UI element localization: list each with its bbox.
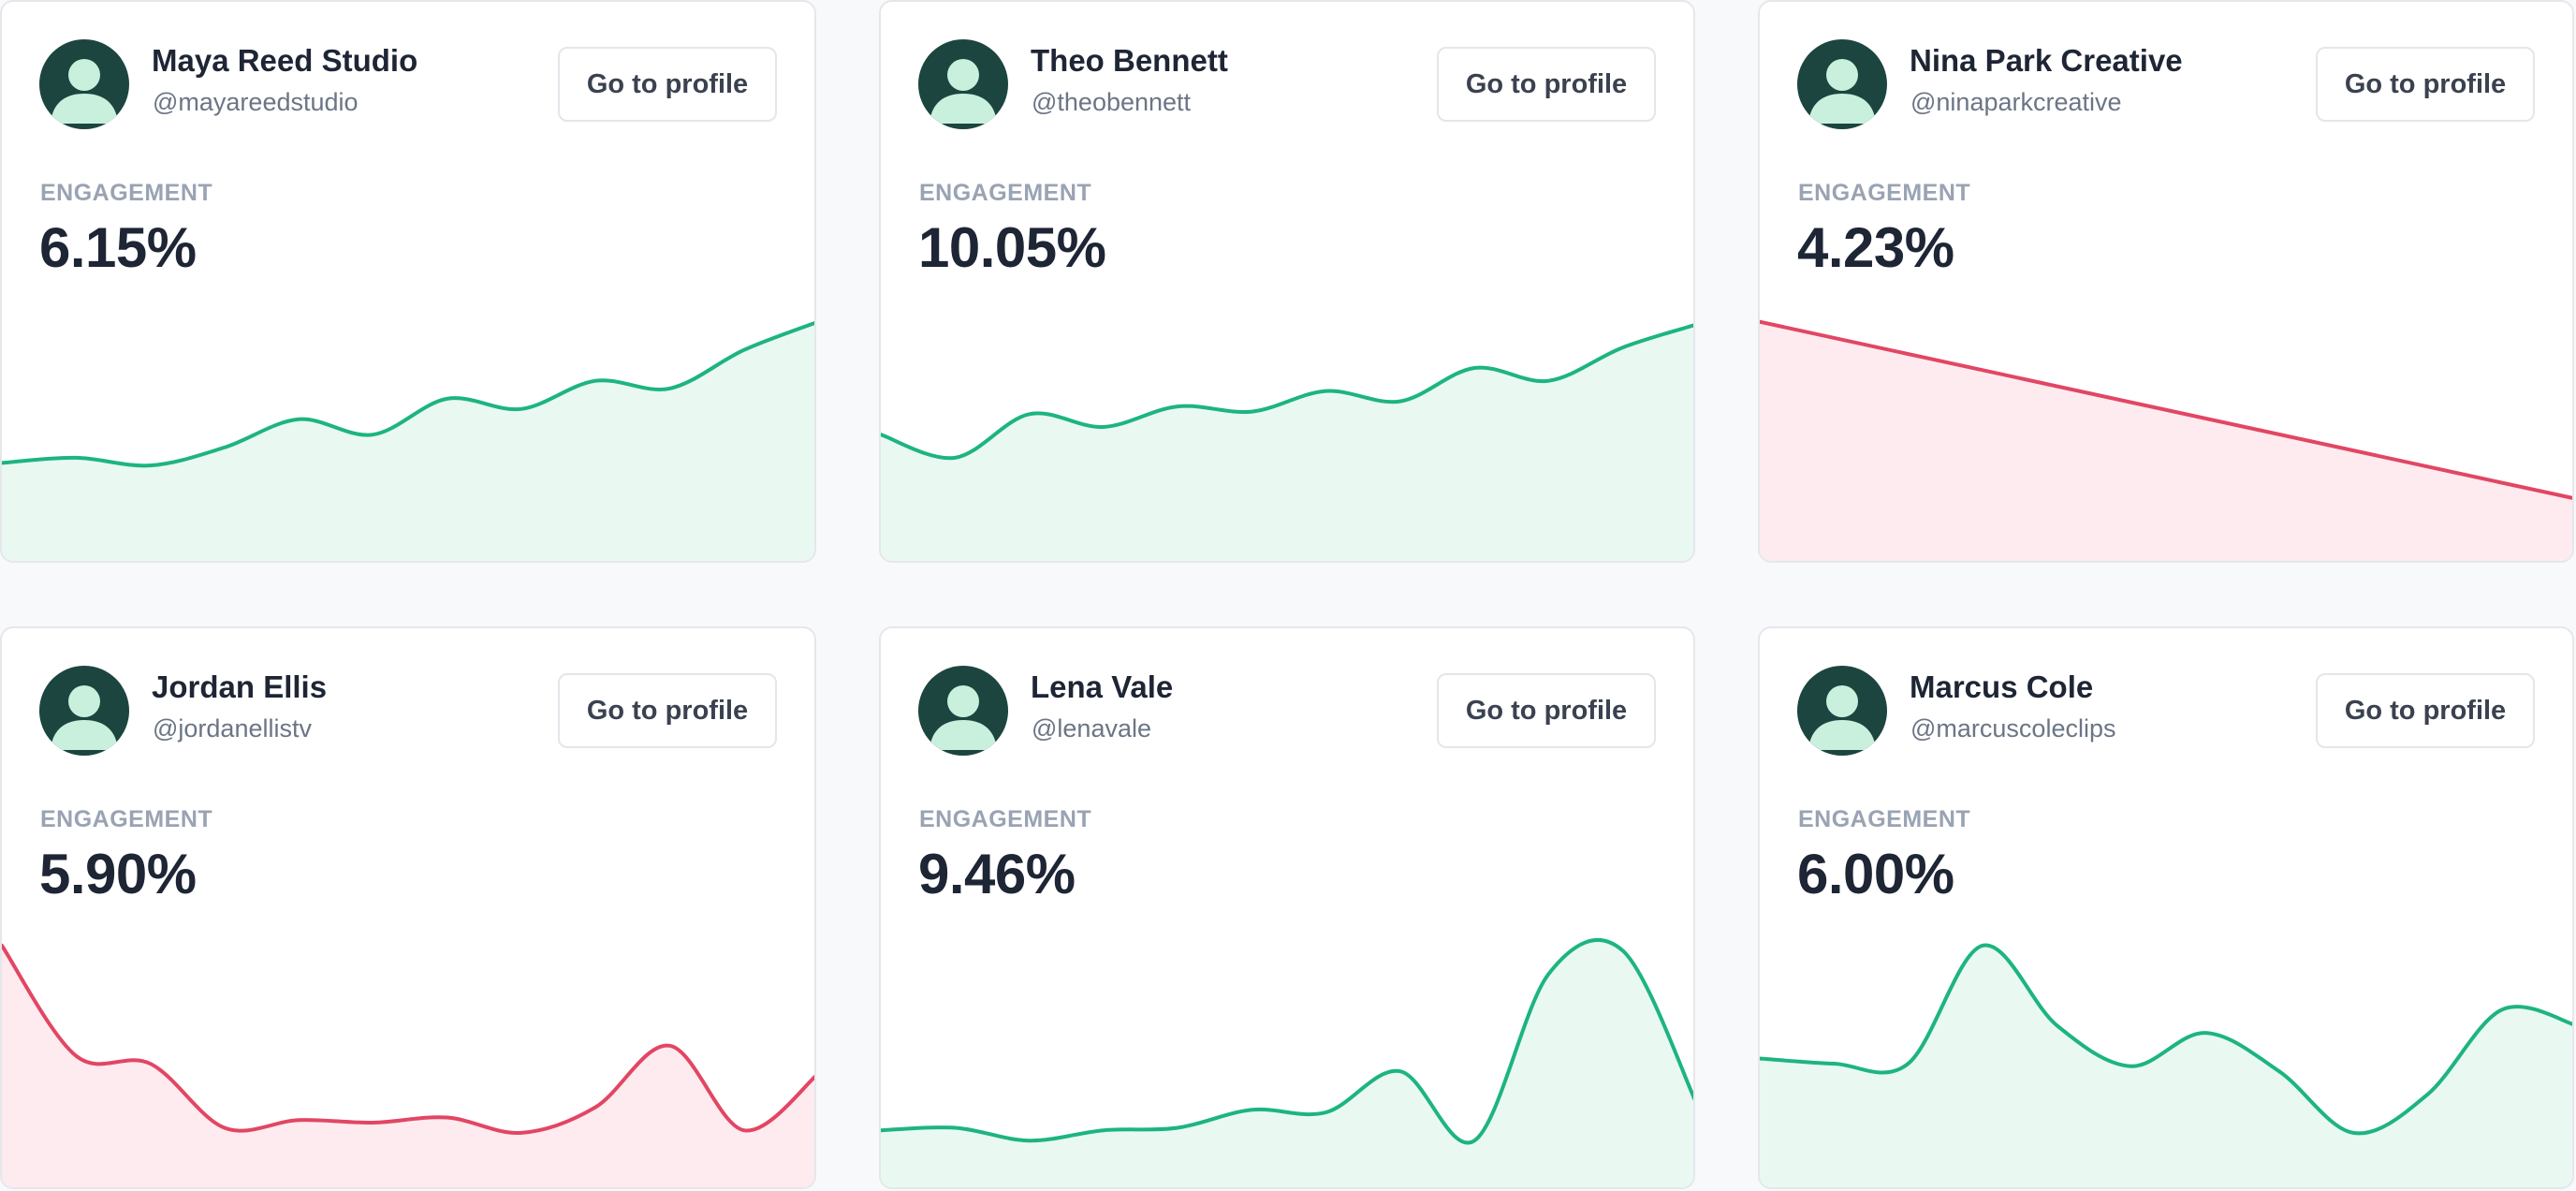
go-to-profile-button[interactable]: Go to profile <box>2316 673 2535 748</box>
profile-card: Maya Reed Studio @mayareedstudio Go to p… <box>0 0 816 563</box>
profile-name: Maya Reed Studio <box>152 43 418 78</box>
avatar-icon <box>39 666 129 756</box>
sparkline-line <box>1760 943 2572 1136</box>
profile-handle: @ninaparkcreative <box>1910 88 2122 116</box>
engagement-label: ENGAGEMENT <box>1798 806 1971 832</box>
engagement-label: ENGAGEMENT <box>40 806 213 832</box>
engagement-sparkline <box>2 321 814 561</box>
engagement-label: ENGAGEMENT <box>40 180 213 206</box>
profile-card: Jordan Ellis @jordanellistv Go to profil… <box>0 626 816 1189</box>
profile-name: Marcus Cole <box>1910 669 2094 704</box>
engagement-value: 6.00% <box>1797 843 1954 905</box>
avatar-icon <box>1797 666 1887 756</box>
profile-name: Nina Park Creative <box>1910 43 2183 78</box>
engagement-value: 6.15% <box>39 216 197 279</box>
avatar-icon <box>918 666 1008 756</box>
profile-card: Theo Bennett @theobennett Go to profile … <box>879 0 1695 563</box>
profile-handle: @mayareedstudio <box>153 88 359 116</box>
engagement-sparkline <box>2 943 814 1187</box>
go-to-profile-button[interactable]: Go to profile <box>1437 47 1656 122</box>
sparkline-area <box>1760 945 2572 1187</box>
sparkline-area <box>1760 321 2572 561</box>
profile-name: Jordan Ellis <box>152 669 328 704</box>
engagement-sparkline <box>1760 943 2572 1187</box>
engagement-value: 10.05% <box>918 216 1106 279</box>
profile-handle: @lenavale <box>1032 714 1151 743</box>
engagement-value: 9.46% <box>918 843 1076 905</box>
profile-name: Theo Bennett <box>1031 43 1228 78</box>
engagement-sparkline <box>881 937 1693 1187</box>
profile-name: Lena Vale <box>1031 669 1174 704</box>
avatar-icon <box>39 39 129 129</box>
engagement-sparkline <box>1760 319 2572 561</box>
profile-handle: @jordanellistv <box>153 714 312 743</box>
engagement-value: 5.90% <box>39 843 197 905</box>
profile-card: Marcus Cole @marcuscoleclips Go to profi… <box>1758 626 2574 1189</box>
engagement-label: ENGAGEMENT <box>1798 180 1971 206</box>
sparkline-area <box>881 939 1693 1187</box>
sparkline-area <box>881 325 1693 561</box>
go-to-profile-button[interactable]: Go to profile <box>2316 47 2535 122</box>
avatar-icon <box>1797 39 1887 129</box>
sparkline-line <box>881 937 1693 1145</box>
go-to-profile-button[interactable]: Go to profile <box>1437 673 1656 748</box>
engagement-label: ENGAGEMENT <box>919 180 1092 206</box>
sparkline-area <box>2 323 814 561</box>
engagement-label: ENGAGEMENT <box>919 806 1092 832</box>
sparkline-line <box>1760 319 2572 500</box>
sparkline-area <box>2 945 814 1187</box>
sparkline-line <box>2 321 814 468</box>
profile-card: Lena Vale @lenavale Go to profile ENGAGE… <box>879 626 1695 1189</box>
sparkline-line <box>881 323 1693 461</box>
profile-handle: @marcuscoleclips <box>1910 714 2116 743</box>
go-to-profile-button[interactable]: Go to profile <box>558 47 777 122</box>
go-to-profile-button[interactable]: Go to profile <box>558 673 777 748</box>
engagement-sparkline <box>881 323 1693 561</box>
avatar-icon <box>918 39 1008 129</box>
engagement-value: 4.23% <box>1797 216 1954 279</box>
sparkline-line <box>2 943 814 1135</box>
profile-handle: @theobennett <box>1032 88 1192 116</box>
profile-card: Nina Park Creative @ninaparkcreative Go … <box>1758 0 2574 563</box>
